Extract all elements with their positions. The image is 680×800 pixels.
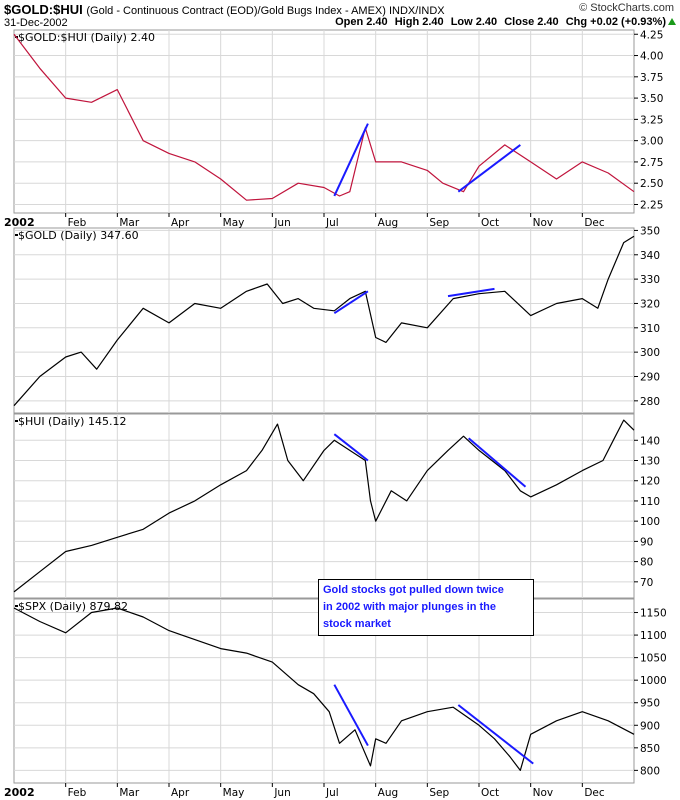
chart-header: $GOLD:$HUI (Gold - Continuous Contract (…	[0, 0, 680, 30]
y-tick-label: 120	[640, 476, 660, 488]
up-triangle-icon	[668, 18, 676, 25]
trendline	[457, 144, 521, 193]
x-tick-label: Oct	[481, 217, 499, 229]
y-tick-label: 850	[640, 743, 660, 755]
x-tick-label: Sep	[429, 217, 449, 229]
x-tick-label: Jun	[273, 217, 290, 229]
price-panel: 4.25 4.00 3.75 3.50 3.25 3.00 2.75 2.50 2.25 $GOL…	[13, 29, 663, 214]
annotation-line: in 2002 with major plunges in the	[323, 601, 496, 613]
y-tick-label: 950	[640, 698, 660, 710]
trendline	[457, 704, 534, 765]
price-series-line	[13, 419, 635, 593]
x-tick-label: Jul	[325, 787, 339, 799]
price-panel: 350 340 330 320 310 300 290 280 $GOLD (Daily) 34…	[13, 225, 660, 414]
x-tick-label: Dec	[584, 787, 605, 799]
y-tick-label: 290	[640, 371, 660, 383]
annotation-box: Gold stocks got pulled down twice in 200…	[318, 579, 534, 636]
trendline	[333, 123, 369, 197]
x-tick-label: May	[223, 787, 245, 799]
close-value: Close 2.40	[504, 16, 559, 28]
y-tick-label: 70	[640, 577, 653, 589]
y-tick-label: 2.75	[640, 157, 663, 169]
x-tick-label: Aug	[378, 217, 399, 229]
price-series-line	[13, 33, 635, 201]
price-panel: 140 130 120 110 100 90 80 70 $HUI (Daily) 145.12	[13, 413, 660, 599]
y-tick-label: 1100	[640, 630, 667, 642]
y-tick-label: 1150	[640, 608, 667, 620]
trendline	[333, 684, 369, 747]
y-tick-label: 3.00	[640, 136, 663, 148]
y-tick-label: 80	[640, 557, 653, 569]
x-tick-label: May	[223, 217, 245, 229]
y-tick-label: 3.25	[640, 114, 663, 126]
y-tick-label: 2.25	[640, 199, 663, 211]
y-tick-label: 280	[640, 396, 660, 408]
x-tick-label: Nov	[533, 787, 554, 799]
x-axis: 2002 Feb Mar Apr May Jun Jul Aug Sep Oct Nov Dec	[4, 213, 605, 229]
price-series-line	[13, 235, 635, 407]
y-tick-label: 4.25	[640, 29, 663, 41]
panel-label: $HUI (Daily) 145.12	[18, 415, 126, 428]
y-tick-label: 140	[640, 435, 660, 447]
y-tick-label: 2.50	[640, 178, 663, 190]
y-tick-label: 110	[640, 496, 660, 508]
x-tick-label: Apr	[171, 787, 190, 799]
y-tick-label: 1050	[640, 653, 667, 665]
symbol-label: $GOLD:$HUI	[4, 2, 83, 17]
y-tick-label: 3.75	[640, 72, 663, 84]
price-series-line	[13, 607, 635, 772]
x-tick-label: Aug	[378, 787, 399, 799]
open-value: Open 2.40	[335, 16, 388, 28]
panel-label: $SPX (Daily) 879.82	[18, 600, 128, 613]
x-tick-label: Mar	[119, 217, 139, 229]
x-tick-label: Feb	[68, 787, 87, 799]
annotation-line: stock market	[323, 618, 391, 630]
x-tick-label: Jun	[273, 787, 290, 799]
y-tick-label: 300	[640, 347, 660, 359]
x-tick-label: 2002	[4, 216, 35, 229]
chart-title: $GOLD:$HUI (Gold - Continuous Contract (…	[4, 2, 445, 17]
y-tick-label: 3.50	[640, 93, 663, 105]
y-tick-label: 330	[640, 274, 660, 286]
y-tick-label: 100	[640, 516, 660, 528]
trendline	[468, 437, 527, 488]
panel-label: $GOLD:$HUI (Daily) 2.40	[18, 31, 155, 44]
y-tick-label: 340	[640, 250, 660, 262]
y-tick-label: 4.00	[640, 51, 663, 63]
y-tick-label: 130	[640, 456, 660, 468]
x-axis: 2002 Feb Mar Apr May Jun Jul Aug Sep Oct Nov Dec	[4, 783, 605, 799]
chart-date: 31-Dec-2002	[4, 17, 68, 29]
y-tick-label: 310	[640, 323, 660, 335]
y-tick-label: 350	[640, 225, 660, 237]
x-tick-label: 2002	[4, 786, 35, 799]
ohlc-readout: Open 2.40 High 2.40 Low 2.40 Close 2.40 …	[331, 16, 666, 28]
panel-label: $GOLD (Daily) 347.60	[18, 229, 139, 242]
trendline	[333, 290, 369, 315]
y-tick-label: 1000	[640, 675, 667, 687]
x-tick-label: Jul	[325, 217, 339, 229]
x-tick-label: Mar	[119, 787, 139, 799]
trendline	[333, 433, 369, 462]
symbol-description: (Gold - Continuous Contract (EOD)/Gold B…	[86, 5, 445, 17]
trendline	[447, 287, 495, 298]
brand-label: © StockCharts.com	[579, 2, 674, 14]
low-value: Low 2.40	[450, 16, 498, 28]
x-tick-label: Nov	[533, 217, 554, 229]
change-value: Chg +0.02 (+0.93%)	[565, 16, 666, 28]
y-tick-label: 900	[640, 720, 660, 732]
x-tick-label: Oct	[481, 787, 499, 799]
x-tick-label: Apr	[171, 217, 190, 229]
y-tick-label: 320	[640, 298, 660, 310]
y-tick-label: 90	[640, 536, 653, 548]
high-value: High 2.40	[394, 16, 444, 28]
x-tick-label: Dec	[584, 217, 605, 229]
annotation-line: Gold stocks got pulled down twice	[323, 584, 504, 596]
x-tick-label: Sep	[429, 787, 449, 799]
y-tick-label: 800	[640, 765, 660, 777]
x-tick-label: Feb	[68, 217, 87, 229]
